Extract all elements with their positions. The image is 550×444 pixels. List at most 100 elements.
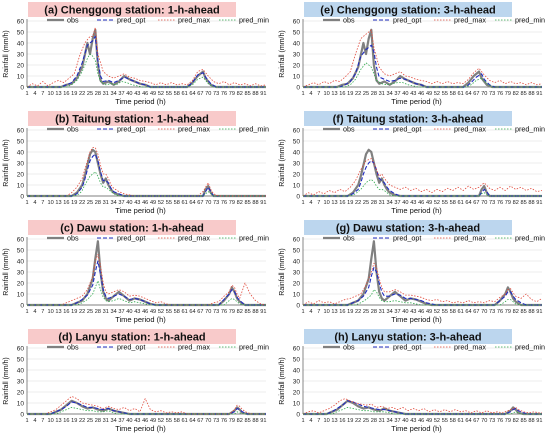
chart-panel: (b) Taitung station: 1-h-ahead 0 10 20 30 40 5… [3, 111, 269, 215]
x-axis-label: Time period (h) [115, 315, 166, 324]
y-tick-label: 40 [293, 258, 301, 265]
x-tick-label: 16 [339, 309, 345, 315]
legend-label-pred_min: pred_min [515, 234, 545, 243]
x-tick-label: 46 [418, 418, 424, 424]
legend-label-obs: obs [67, 343, 79, 352]
x-tick-label: 16 [63, 309, 69, 315]
x-tick-label: 61 [457, 418, 463, 424]
chart-title-background [304, 111, 512, 126]
x-tick-label: 4 [309, 200, 312, 206]
y-tick-label: 60 [293, 345, 301, 352]
x-tick-label: 37 [118, 418, 124, 424]
x-tick-label: 10 [48, 91, 54, 97]
x-tick-label: 46 [418, 309, 424, 315]
x-tick-label: 49 [426, 309, 432, 315]
x-tick-label: 49 [426, 418, 432, 424]
x-tick-label: 82 [237, 418, 243, 424]
x-tick-label: 10 [324, 309, 330, 315]
chart-title-background [304, 220, 512, 235]
x-tick-label: 58 [450, 91, 456, 97]
x-tick-label: 91 [536, 200, 542, 206]
x-tick-label: 16 [339, 91, 345, 97]
y-tick-label: 10 [17, 182, 25, 189]
y-tick-label: 20 [293, 62, 301, 69]
chart-panel: (f) Taitung station: 3-h-ahead 0 10 20 30 40 5… [279, 111, 545, 215]
x-tick-label: 40 [126, 309, 132, 315]
legend-label-pred_min: pred_min [515, 16, 545, 25]
x-tick-label: 49 [150, 418, 156, 424]
x-tick-label: 64 [465, 309, 471, 315]
y-tick-label: 0 [296, 193, 300, 200]
x-tick-label: 79 [505, 418, 511, 424]
y-tick-label: 30 [293, 378, 301, 385]
x-tick-label: 40 [402, 200, 408, 206]
chart-title: (b) Taitung station: 1-h-ahead [55, 114, 209, 126]
y-tick-label: 30 [17, 160, 25, 167]
x-tick-label: 34 [111, 418, 117, 424]
x-tick-label: 10 [48, 309, 54, 315]
x-tick-label: 64 [465, 200, 471, 206]
x-tick-label: 88 [528, 200, 534, 206]
x-tick-label: 25 [363, 91, 369, 97]
x-tick-label: 85 [520, 200, 526, 206]
x-tick-label: 82 [513, 200, 519, 206]
x-tick-label: 61 [181, 200, 187, 206]
y-tick-label: 30 [17, 269, 25, 276]
x-tick-label: 64 [465, 91, 471, 97]
x-tick-label: 25 [363, 200, 369, 206]
y-tick-label: 20 [17, 280, 25, 287]
x-tick-label: 82 [513, 418, 519, 424]
legend-label-pred_min: pred_min [515, 343, 545, 352]
x-tick-label: 82 [237, 91, 243, 97]
x-tick-label: 37 [118, 309, 124, 315]
x-tick-label: 52 [434, 418, 440, 424]
x-tick-label: 28 [95, 200, 101, 206]
legend-label-obs: obs [343, 16, 355, 25]
x-tick-label: 88 [528, 418, 534, 424]
y-tick-label: 30 [17, 51, 25, 58]
y-tick-label: 10 [293, 400, 301, 407]
x-tick-label: 40 [126, 418, 132, 424]
y-tick-label: 20 [17, 171, 25, 178]
chart-title-background [28, 220, 236, 235]
x-tick-label: 46 [142, 200, 148, 206]
x-tick-label: 46 [142, 418, 148, 424]
x-tick-label: 31 [103, 418, 109, 424]
x-tick-label: 91 [260, 200, 266, 206]
series-line-pred_opt [27, 260, 266, 306]
x-tick-label: 91 [260, 418, 266, 424]
x-tick-label: 58 [174, 418, 180, 424]
y-tick-label: 40 [17, 258, 25, 265]
x-tick-label: 82 [237, 309, 243, 315]
x-tick-label: 67 [473, 309, 479, 315]
x-tick-label: 82 [513, 309, 519, 315]
legend-label-pred_opt: pred_opt [393, 16, 421, 25]
x-tick-label: 7 [41, 309, 44, 315]
x-tick-label: 43 [134, 418, 140, 424]
x-tick-label: 76 [221, 200, 227, 206]
x-tick-label: 58 [450, 309, 456, 315]
chart-panel: (a) Chenggong station: 1-h-ahead 0 10 20 30 4… [3, 2, 269, 106]
x-axis-label: Time period (h) [115, 97, 166, 106]
series-line-pred_max [27, 147, 266, 197]
x-tick-label: 49 [150, 309, 156, 315]
legend-label-pred_max: pred_max [454, 234, 486, 243]
y-axis-label: Rainfall (mm/h) [3, 139, 10, 186]
x-tick-label: 28 [95, 91, 101, 97]
y-axis-label: Rainfall (mm/h) [3, 357, 10, 404]
x-tick-label: 31 [379, 200, 385, 206]
chart-title: (g) Dawu station: 3-h-ahead [336, 223, 480, 235]
x-tick-label: 55 [166, 418, 172, 424]
y-tick-label: 10 [293, 73, 301, 80]
x-tick-label: 91 [536, 309, 542, 315]
series-line-obs [27, 240, 266, 307]
x-axis-label: Time period (h) [115, 206, 166, 215]
legend-label-obs: obs [67, 234, 79, 243]
chart-title: (h) Lanyu station: 3-h-ahead [334, 332, 481, 344]
x-tick-label: 67 [473, 418, 479, 424]
x-tick-label: 1 [301, 91, 304, 97]
x-tick-label: 73 [489, 418, 495, 424]
x-tick-label: 43 [410, 418, 416, 424]
series-line-obs [303, 148, 542, 198]
y-tick-label: 60 [293, 18, 301, 25]
